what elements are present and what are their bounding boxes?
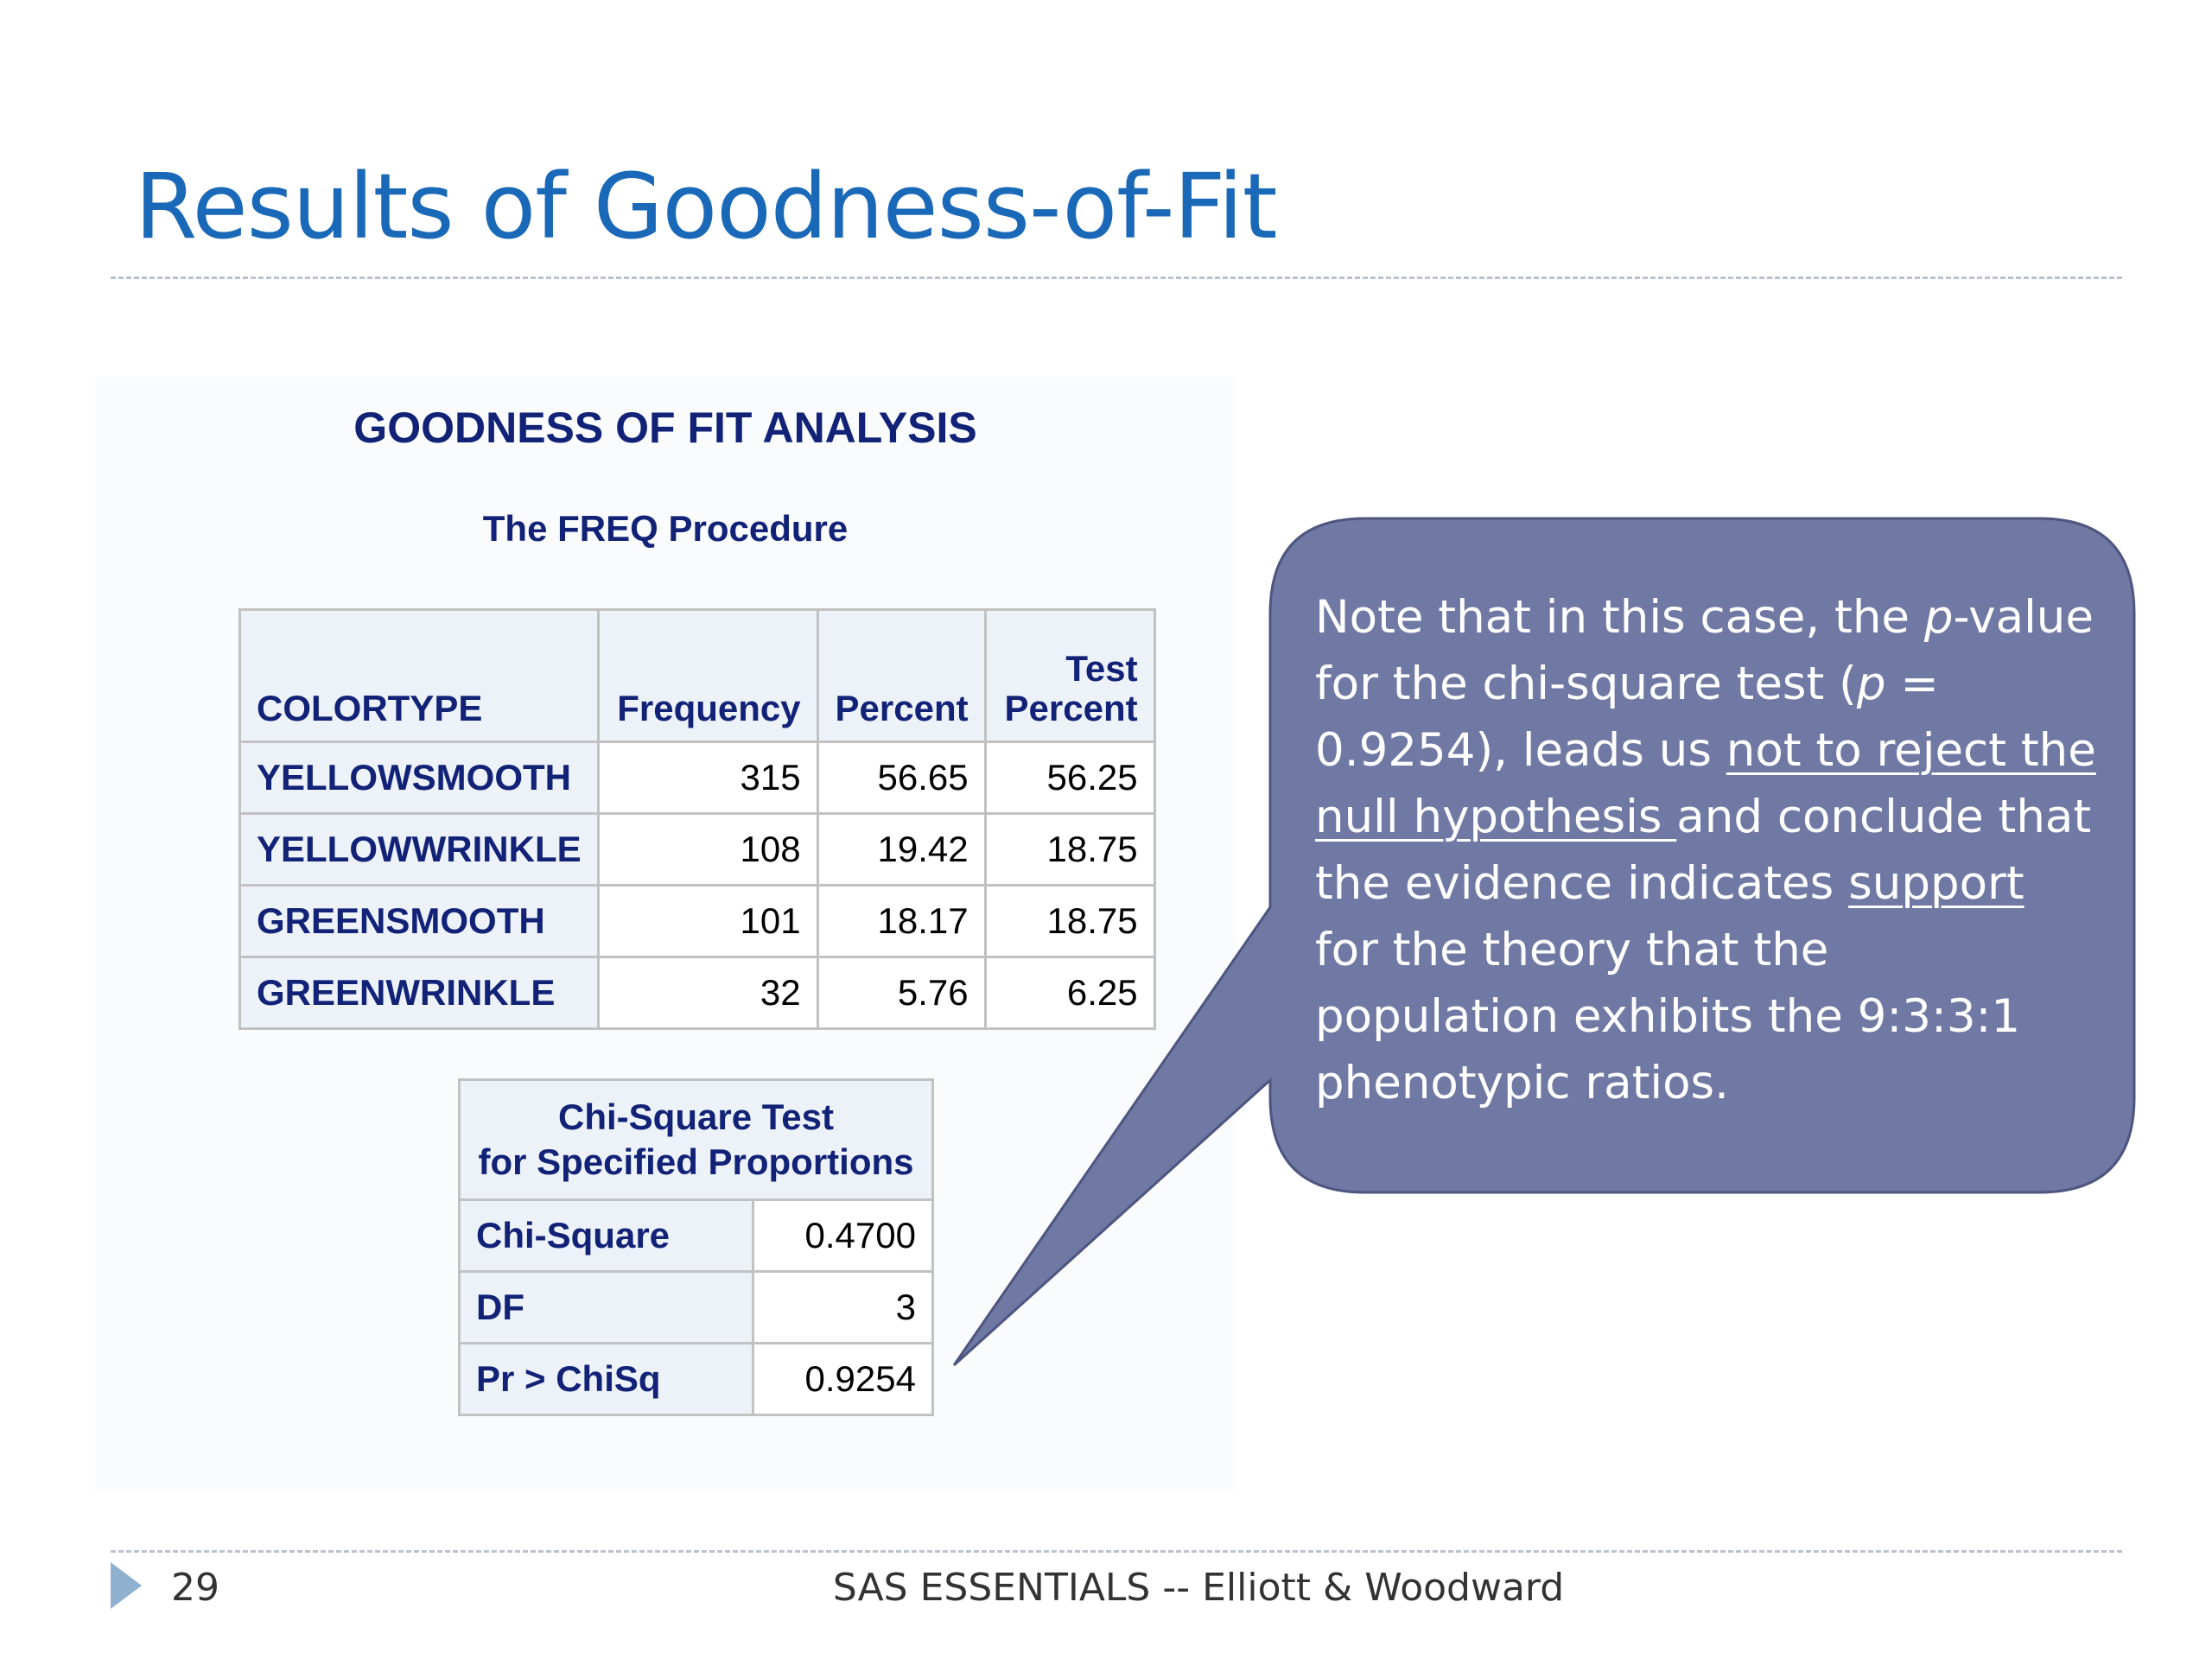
underlined-phrase: null hypothesis bbox=[1315, 791, 1677, 843]
statistic-value: 0.9254 bbox=[752, 1342, 934, 1416]
colortype-cell: YELLOWWRINKLE bbox=[238, 812, 600, 887]
colortype-cell: YELLOWSMOOTH bbox=[238, 741, 600, 815]
frequency-table-header: COLORTYPE Frequency Percent Test Percent bbox=[238, 608, 1156, 743]
statistic-label: DF bbox=[458, 1270, 754, 1344]
sas-output-panel: GOODNESS OF FIT ANALYSIS The FREQ Proced… bbox=[95, 377, 1236, 1491]
statistic-label: Chi-Square bbox=[458, 1198, 754, 1273]
chi-square-table: Chi-Square Test for Specified Proportion… bbox=[458, 1078, 934, 1416]
percent-cell: 18.17 bbox=[816, 884, 987, 958]
colortype-cell: GREENWRINKLE bbox=[238, 956, 600, 1030]
test-percent-cell: 56.25 bbox=[983, 741, 1156, 815]
sas-procedure-title: The FREQ Procedure bbox=[482, 508, 849, 549]
table-row: Pr > ChiSq 0.9254 bbox=[458, 1342, 934, 1416]
test-percent-cell: 18.75 bbox=[983, 884, 1156, 958]
callout-line: population exhibits the 9:3:3:1 bbox=[1315, 990, 2021, 1043]
callout-line: phenotypic ratios. bbox=[1315, 1057, 1730, 1109]
percent-cell: 56.65 bbox=[816, 741, 987, 815]
frequency-table: COLORTYPE Frequency Percent Test Percent… bbox=[238, 608, 1156, 1030]
table-row: YELLOWSMOOTH 315 56.65 56.25 bbox=[238, 741, 1156, 815]
page-number: 29 bbox=[171, 1566, 219, 1610]
col-header-test-line1: Test bbox=[1065, 647, 1138, 689]
test-percent-cell: 6.25 bbox=[983, 956, 1156, 1030]
statistic-value: 0.4700 bbox=[752, 1198, 934, 1273]
table-row: DF 3 bbox=[458, 1270, 934, 1344]
percent-cell: 19.42 bbox=[816, 812, 987, 887]
frequency-cell: 32 bbox=[596, 956, 819, 1030]
slide-title: Results of Goodness-of-Fit bbox=[135, 154, 1277, 259]
title-divider bbox=[111, 276, 2122, 279]
callout-line: Note that in this case, the p-value bbox=[1315, 591, 2094, 644]
frequency-cell: 108 bbox=[596, 812, 819, 887]
frequency-cell: 315 bbox=[596, 741, 819, 815]
test-percent-cell: 18.75 bbox=[983, 812, 1156, 887]
chi-square-table-header: Chi-Square Test for Specified Proportion… bbox=[458, 1078, 934, 1201]
table-row: GREENSMOOTH 101 18.17 18.75 bbox=[238, 884, 1156, 958]
callout-line: 0.9254), leads us not to reject the bbox=[1315, 724, 2096, 777]
table-row: GREENWRINKLE 32 5.76 6.25 bbox=[238, 956, 1156, 1030]
sas-output-title: GOODNESS OF FIT ANALYSIS bbox=[353, 404, 977, 452]
statistic-value: 3 bbox=[752, 1270, 934, 1344]
statistic-label: Pr > ChiSq bbox=[458, 1342, 754, 1416]
chi-square-table-title: Chi-Square Test for Specified Proportion… bbox=[458, 1078, 934, 1201]
callout-line: for the chi-square test (p = bbox=[1315, 658, 1939, 710]
footer-text: SAS ESSENTIALS -- Elliott & Woodward bbox=[832, 1566, 1565, 1610]
chi-square-title-line1: Chi-Square Test bbox=[558, 1096, 834, 1137]
table-row: Chi-Square 0.4700 bbox=[458, 1198, 934, 1273]
chi-square-title-line2: for Specified Proportions bbox=[478, 1141, 914, 1182]
callout-shape bbox=[952, 517, 2136, 1367]
triangle-bullet-icon bbox=[111, 1562, 142, 1609]
p-italic: p bbox=[1923, 591, 1954, 644]
col-header-percent: Percent bbox=[816, 608, 987, 743]
p-italic: p bbox=[1856, 658, 1886, 710]
callout-line: the evidence indicates support bbox=[1315, 857, 2024, 910]
underlined-phrase: not to reject the bbox=[1726, 724, 2096, 777]
frequency-cell: 101 bbox=[596, 884, 819, 958]
percent-cell: 5.76 bbox=[816, 956, 987, 1030]
colortype-cell: GREENSMOOTH bbox=[238, 884, 600, 958]
col-header-test-percent: Test Percent bbox=[983, 608, 1156, 743]
callout-line: null hypothesis and conclude that bbox=[1315, 791, 2092, 843]
col-header-test-line2: Percent bbox=[1004, 687, 1138, 728]
footer-divider bbox=[111, 1550, 2122, 1553]
col-header-frequency: Frequency bbox=[596, 608, 819, 743]
callout-line: for the theory that the bbox=[1315, 924, 1829, 976]
table-row: YELLOWWRINKLE 108 19.42 18.75 bbox=[238, 812, 1156, 887]
callout-text: Note that in this case, the p-value for … bbox=[1315, 584, 2110, 1116]
underlined-phrase: support bbox=[1848, 857, 2024, 910]
col-header-colortype: COLORTYPE bbox=[238, 608, 600, 743]
